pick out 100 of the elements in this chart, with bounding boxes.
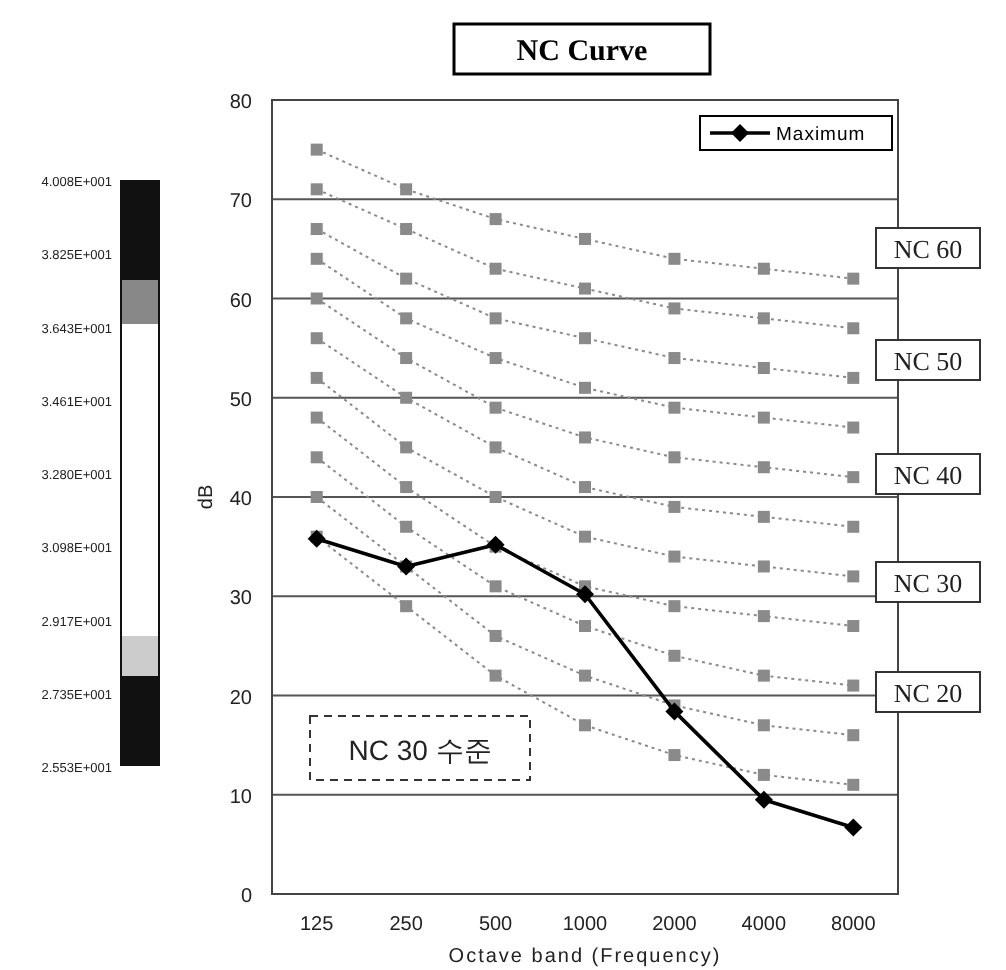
point: [847, 570, 860, 583]
point: [489, 491, 502, 503]
x-axis-title: Octave band (Frequency): [448, 946, 722, 968]
point: [400, 520, 413, 533]
point: [489, 441, 502, 454]
point: [400, 272, 413, 285]
y-tick-label: 70: [229, 191, 253, 214]
point: [400, 441, 413, 454]
point: [847, 520, 860, 533]
point: [400, 223, 413, 236]
point: [400, 600, 413, 613]
point: [310, 491, 323, 503]
x-tick-label: 250: [389, 914, 424, 936]
point: [757, 768, 770, 781]
point: [757, 510, 770, 523]
point: [668, 451, 681, 464]
point: [310, 451, 323, 464]
point: [579, 620, 591, 633]
x-tick-label: 500: [478, 914, 514, 936]
point: [668, 600, 681, 613]
point: [489, 580, 502, 593]
x-tick-label: 8000: [831, 914, 877, 936]
point: [754, 790, 773, 809]
point: [310, 332, 323, 345]
point: [668, 252, 681, 265]
point: [847, 471, 860, 484]
x-tick-label: 1000: [562, 914, 609, 936]
point: [844, 818, 863, 837]
point: [400, 312, 413, 325]
y-tick-label: 80: [229, 92, 253, 114]
point: [489, 401, 502, 414]
y-axis-title: dB: [196, 484, 218, 510]
point: [310, 252, 323, 265]
point: [757, 560, 770, 573]
x-tick-label: 4000: [741, 914, 787, 936]
point: [665, 702, 684, 721]
point: [847, 322, 860, 335]
annotation: NC 60: [893, 234, 963, 264]
annotation: NC 20: [893, 678, 963, 708]
point: [668, 649, 681, 662]
point: [847, 272, 860, 285]
point: [400, 352, 413, 365]
point: [668, 550, 681, 563]
point: [757, 461, 770, 474]
y-tick-label: 0: [240, 886, 253, 908]
point: [579, 282, 591, 295]
point: [579, 669, 591, 682]
point: [579, 431, 591, 444]
point: [307, 529, 326, 548]
annotation: NC 30: [893, 568, 963, 598]
point: [489, 262, 502, 275]
point: [579, 481, 591, 494]
point: [400, 391, 413, 404]
y-tick-label: 60: [229, 290, 253, 313]
point: [310, 292, 323, 305]
y-tick-label: 20: [229, 687, 253, 710]
point: [668, 302, 681, 315]
x-tick-label: 2000: [652, 914, 698, 936]
point: [668, 749, 681, 762]
chart-title: NC Curve: [516, 36, 649, 68]
point: [310, 143, 323, 156]
point: [847, 729, 860, 742]
point: [579, 719, 591, 732]
point: [847, 620, 860, 633]
point: [310, 223, 323, 236]
point: [310, 411, 323, 424]
annotation: NC 30 수준: [348, 734, 492, 766]
y-tick-label: 40: [229, 489, 253, 511]
point: [847, 778, 860, 791]
point: [757, 669, 770, 682]
annotation: NC 40: [893, 460, 963, 490]
point: [668, 401, 681, 414]
point: [847, 679, 860, 692]
point: [579, 530, 591, 543]
point: [489, 629, 502, 642]
point: [757, 610, 770, 623]
point: [757, 262, 770, 275]
point: [579, 332, 591, 345]
annotation: NC 50: [893, 346, 963, 376]
point: [310, 183, 323, 196]
point: [489, 352, 502, 365]
point: [489, 213, 502, 226]
point: [757, 312, 770, 325]
legend-label: Maximum: [776, 124, 866, 146]
y-tick-label: 10: [229, 786, 253, 809]
point: [668, 500, 681, 513]
point: [310, 371, 323, 384]
point: [489, 312, 502, 325]
y-tick-label: 30: [229, 588, 253, 611]
y-tick-label: 50: [229, 389, 253, 412]
point: [576, 585, 594, 604]
point: [757, 719, 770, 732]
point: [579, 232, 591, 245]
point: [400, 481, 413, 494]
x-tick-label: 125: [300, 914, 335, 936]
point: [486, 535, 505, 554]
point: [757, 361, 770, 374]
point: [668, 352, 681, 365]
point: [847, 371, 860, 384]
point: [847, 421, 860, 434]
